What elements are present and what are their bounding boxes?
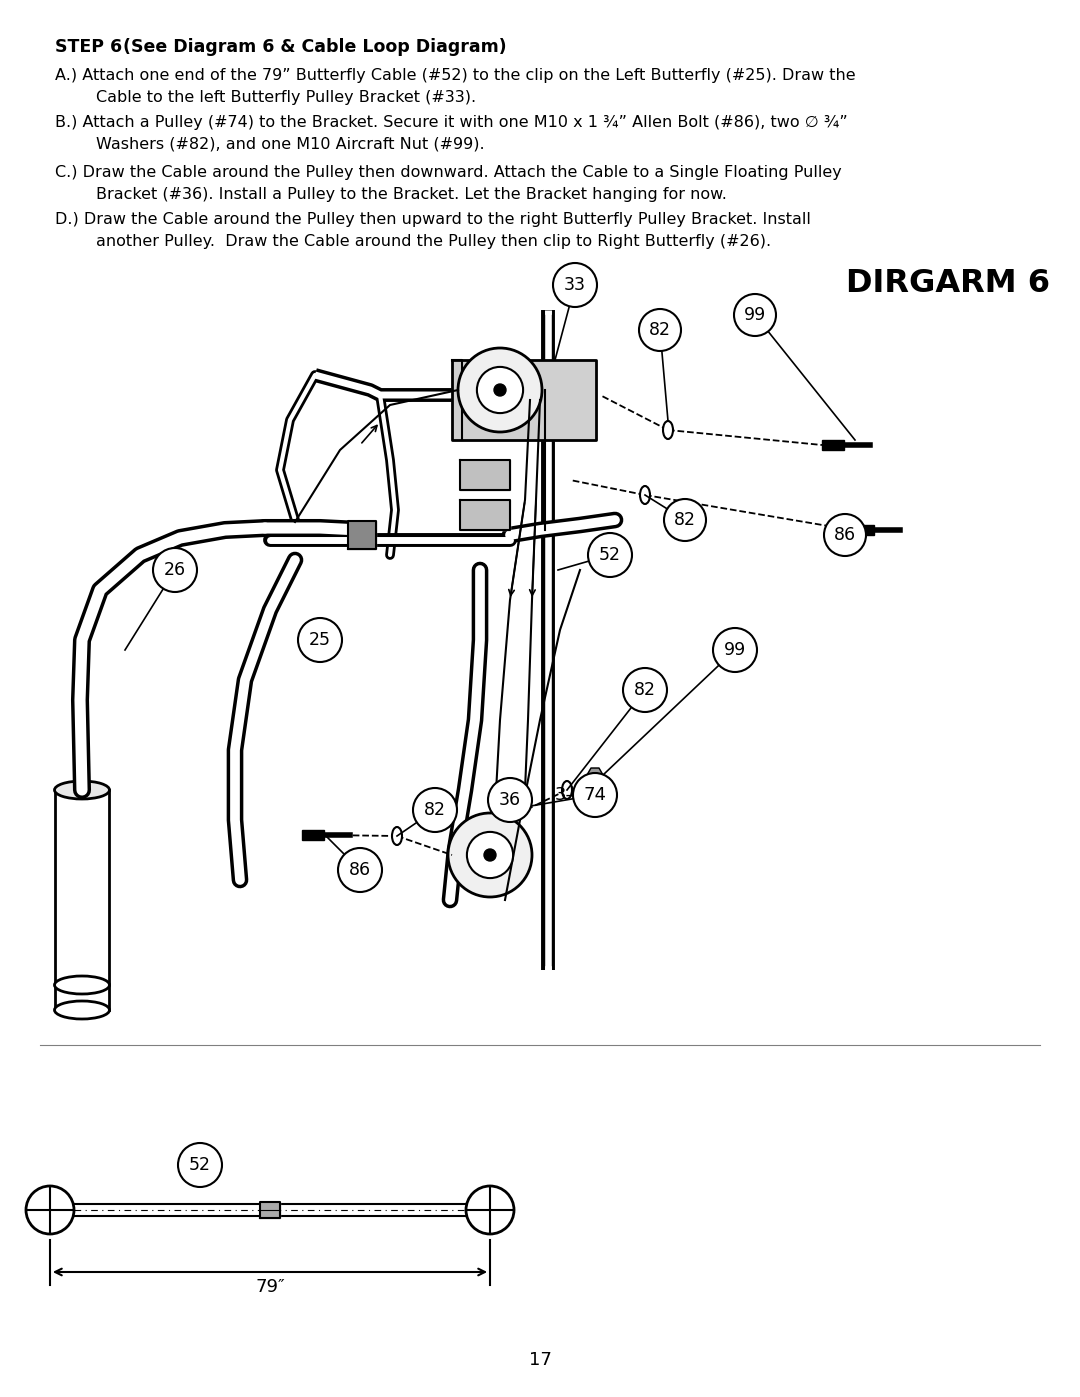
Circle shape: [484, 849, 496, 861]
Circle shape: [448, 813, 532, 897]
Circle shape: [824, 514, 866, 556]
Polygon shape: [460, 460, 510, 490]
Text: 99: 99: [724, 641, 746, 659]
Circle shape: [465, 1186, 514, 1234]
Text: 82: 82: [424, 800, 446, 819]
Ellipse shape: [54, 781, 109, 799]
Polygon shape: [460, 500, 510, 529]
Text: 86: 86: [834, 527, 856, 543]
Polygon shape: [852, 525, 874, 535]
Text: 79″: 79″: [255, 1278, 285, 1296]
Text: 86: 86: [349, 861, 372, 879]
Circle shape: [573, 773, 617, 817]
Circle shape: [458, 348, 542, 432]
Ellipse shape: [54, 1002, 109, 1018]
Text: D.) Draw the Cable around the Pulley then upward to the right Butterfly Pulley B: D.) Draw the Cable around the Pulley the…: [55, 212, 811, 249]
Circle shape: [298, 617, 342, 662]
Ellipse shape: [640, 486, 650, 504]
Text: 82: 82: [649, 321, 671, 339]
Circle shape: [734, 293, 777, 337]
Polygon shape: [822, 440, 843, 450]
Polygon shape: [75, 1206, 465, 1215]
Circle shape: [488, 778, 532, 821]
Text: 82: 82: [634, 680, 656, 698]
Circle shape: [467, 831, 513, 879]
Text: 99: 99: [744, 306, 766, 324]
Text: 82: 82: [674, 511, 696, 529]
Circle shape: [713, 629, 757, 672]
Circle shape: [477, 367, 523, 414]
Circle shape: [664, 499, 706, 541]
Text: 74: 74: [583, 787, 607, 805]
Text: C.) Draw the Cable around the Pulley then downward. Attach the Cable to a Single: C.) Draw the Cable around the Pulley the…: [55, 165, 841, 201]
Circle shape: [623, 668, 667, 712]
Text: STEP 6: STEP 6: [55, 38, 134, 56]
Text: 3–: 3–: [554, 787, 575, 805]
Polygon shape: [588, 768, 603, 782]
Text: 52: 52: [189, 1155, 211, 1173]
Polygon shape: [348, 521, 376, 549]
Circle shape: [178, 1143, 222, 1187]
Circle shape: [553, 263, 597, 307]
Circle shape: [588, 534, 632, 577]
Text: DIRGARM 6: DIRGARM 6: [846, 268, 1050, 299]
Text: (See Diagram 6 & Cable Loop Diagram): (See Diagram 6 & Cable Loop Diagram): [123, 38, 507, 56]
Text: 33: 33: [564, 277, 586, 293]
Text: 52: 52: [599, 546, 621, 564]
Circle shape: [153, 548, 197, 592]
Circle shape: [26, 1186, 75, 1234]
Ellipse shape: [663, 420, 673, 439]
Ellipse shape: [54, 977, 109, 995]
Ellipse shape: [562, 781, 572, 799]
Text: 25: 25: [309, 631, 330, 650]
Text: 17: 17: [528, 1351, 552, 1369]
Circle shape: [338, 848, 382, 893]
Polygon shape: [260, 1201, 280, 1218]
Polygon shape: [453, 360, 596, 440]
Text: 36: 36: [499, 791, 521, 809]
Circle shape: [639, 309, 681, 351]
Text: B.) Attach a Pulley (#74) to the Bracket. Secure it with one M10 x 1 ¾” Allen Bo: B.) Attach a Pulley (#74) to the Bracket…: [55, 115, 848, 152]
Ellipse shape: [392, 827, 402, 845]
Text: 26: 26: [164, 562, 186, 578]
Text: A.) Attach one end of the 79” Butterfly Cable (#52) to the clip on the Left Butt: A.) Attach one end of the 79” Butterfly …: [55, 68, 855, 105]
Polygon shape: [302, 830, 324, 840]
Circle shape: [494, 384, 507, 395]
Circle shape: [413, 788, 457, 833]
